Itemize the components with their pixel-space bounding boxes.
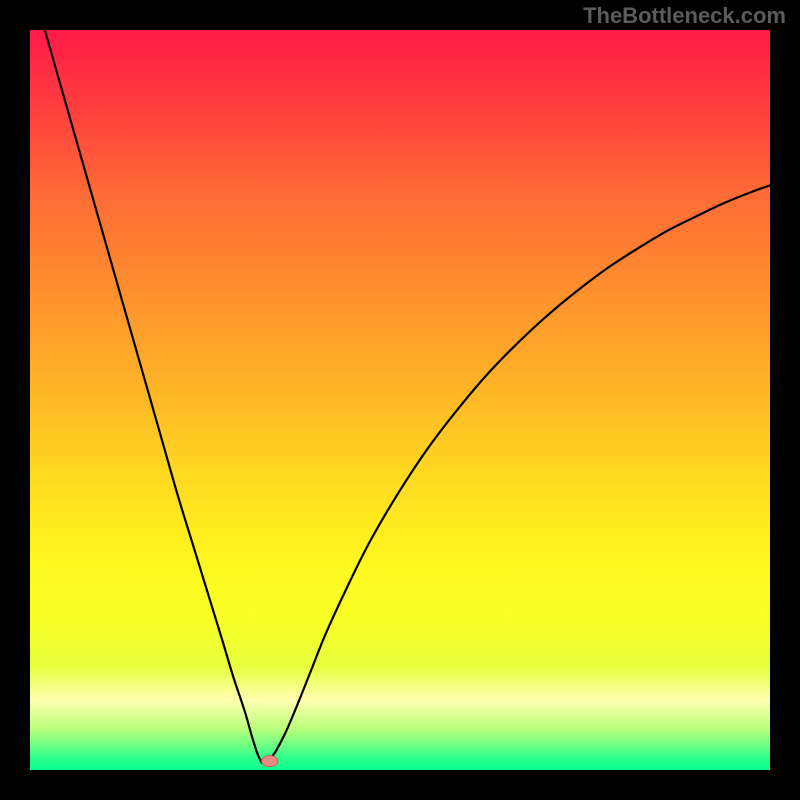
bottleneck-curve-chart [30, 30, 770, 770]
chart-svg [30, 30, 770, 770]
chart-frame: TheBottleneck.com [0, 0, 800, 800]
optimal-point-marker [262, 756, 278, 767]
gradient-background [30, 30, 770, 770]
watermark-text: TheBottleneck.com [583, 3, 786, 29]
